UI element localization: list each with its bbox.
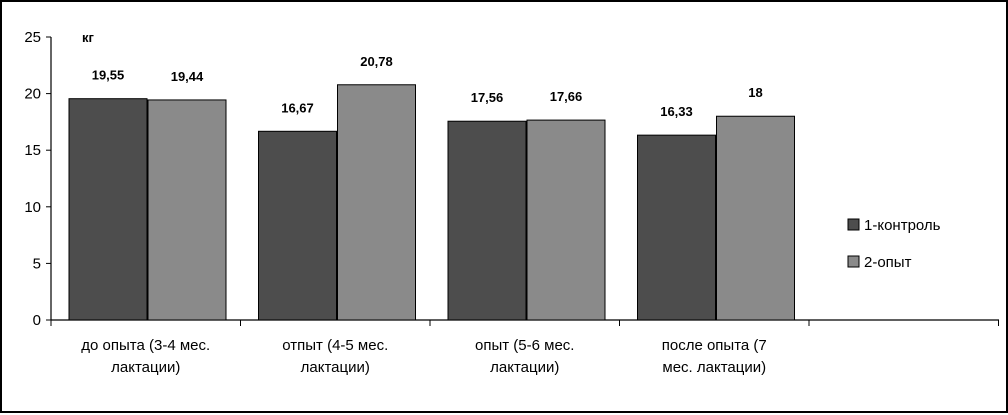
legend-label-2: 2-опыт [864,254,912,271]
bar-1-2 [258,130,337,321]
legend-swatch-2 [847,255,860,268]
y-tick-label: 0 [33,312,41,329]
x-category-label: до опыта (3-4 мес. [81,337,210,354]
data-label: 18 [748,85,762,100]
bar-1-4 [637,134,716,321]
bar-2-4 [716,115,795,321]
x-category-label: отпыт (4-5 мес. [282,337,388,354]
data-label: 20,78 [360,54,393,69]
legend-swatch-1 [847,218,860,231]
data-label: 16,33 [660,104,693,119]
labels: 19,55 19,44 до опыта (3-4 мес. лактации) 16,… [81,54,766,376]
bar-2-3 [526,119,606,321]
data-label: 16,67 [281,100,314,115]
data-label: 19,44 [171,69,204,84]
bar-2-2 [337,84,416,321]
bar-1-3 [447,120,527,321]
bar-2-1 [147,99,227,321]
bar-1-1 [68,98,148,321]
data-label: 17,66 [550,89,583,104]
y-tick-label: 10 [24,199,41,216]
data-label: 17,56 [471,90,504,105]
legend: 1-контроль 2-опыт [847,217,941,271]
y-tick-label: 20 [24,86,41,103]
y-tick-label: 15 [24,142,41,159]
unit-label: кг [82,30,95,45]
x-category-label: лактации) [490,359,559,376]
y-tick-label: 5 [33,255,41,272]
x-category-label: мес. лактации) [662,359,766,376]
x-category-label: после опыта (7 [662,337,767,354]
legend-label-1: 1-контроль [864,217,941,234]
x-category-label: опыт (5-6 мес. [475,337,574,354]
x-category-label: лактации) [301,359,370,376]
bars [68,84,795,321]
x-category-label: лактации) [111,359,180,376]
y-tick-label: 25 [24,29,41,46]
data-label: 19,55 [92,68,125,83]
